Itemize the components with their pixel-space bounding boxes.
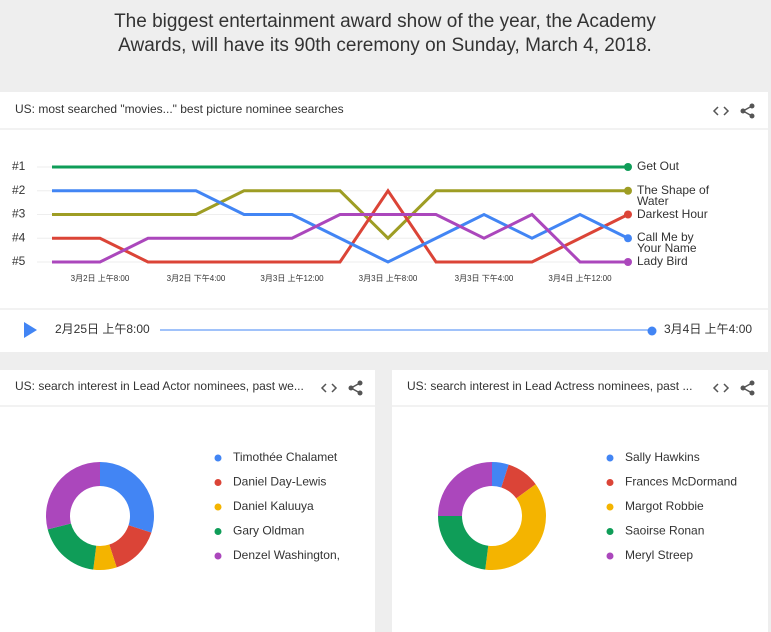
end-dot (624, 186, 632, 195)
legend-item: Get Out (637, 161, 680, 173)
chart-title: US: most searched "movies..." best pictu… (15, 102, 344, 116)
legend-label: Lady Bird (637, 256, 688, 268)
slider-start: 2月25日 上午8:00 (55, 322, 150, 336)
legend-label: Margot Robbie (625, 499, 704, 513)
legend-label: Daniel Day-Lewis (233, 475, 326, 489)
legend-label: Daniel Kaluuya (233, 499, 314, 513)
headline: The biggest entertainment award show of … (114, 11, 656, 56)
legend-dot (606, 479, 614, 486)
series-line (52, 188, 629, 264)
embed-icon[interactable] (712, 383, 730, 393)
end-dot (624, 210, 632, 219)
legend-dot (214, 528, 222, 535)
legend-label: Saoirse Ronan (625, 524, 704, 538)
legend-label: Sally Hawkins (625, 450, 700, 464)
donut-slice (45, 462, 100, 530)
donut-slice (485, 484, 546, 570)
x-tick-label: 3月2日 下午4:00 (167, 273, 226, 283)
donut-slice (47, 523, 97, 570)
legend-item: The Shape of Water (637, 184, 710, 208)
share-dots (348, 103, 755, 396)
end-dot (624, 163, 632, 171)
x-tick-label: 3月2日 上午8:00 (71, 273, 130, 283)
legend-label: Call Me by Your Name (637, 232, 697, 256)
end-dot (624, 234, 632, 243)
donut-slice (438, 462, 492, 516)
y-tick-label: #2 (12, 183, 26, 197)
x-tick-label: 3月3日 下午4:00 (455, 273, 514, 283)
legend-dot (214, 503, 222, 511)
legend-dot (606, 552, 614, 560)
donut-slice (100, 462, 154, 533)
series-line (52, 189, 629, 264)
y-tick-label: #5 (12, 254, 26, 268)
legend-label: Get Out (637, 161, 680, 173)
chart-title: US: search interest in Lead Actor nomine… (15, 379, 304, 393)
legend-item: Lady Bird (637, 256, 688, 268)
series-line (52, 212, 628, 264)
legend-label: Darkest Hour (637, 208, 708, 221)
donut-slice (109, 525, 152, 568)
legend-dot (606, 528, 614, 535)
slider-handle[interactable] (647, 326, 657, 336)
legend-item: Darkest Hour (637, 208, 708, 221)
embed-icon[interactable] (712, 106, 730, 116)
x-tick-label: 3月3日 上午8:00 (359, 273, 418, 283)
legend-dot (214, 479, 222, 486)
legend-label: Gary Oldman (233, 524, 304, 538)
play-button[interactable] (24, 322, 37, 338)
legend-label: The Shape of Water (637, 184, 710, 208)
donut-slice (492, 462, 509, 488)
legend-dot (606, 454, 614, 462)
y-tick-label: #3 (12, 207, 26, 221)
chart-title: US: search interest in Lead Actress nomi… (407, 379, 692, 393)
embed-icon[interactable] (320, 383, 338, 393)
y-tick-label: #1 (12, 159, 26, 173)
end-dot (624, 258, 632, 266)
legend-label: Meryl Streep (625, 548, 693, 562)
slider-end: 3月4日 上午4:00 (664, 322, 752, 336)
donut-slice (93, 544, 117, 571)
x-tick-label: 3月4日 上午12:00 (548, 273, 612, 283)
series-line (52, 189, 628, 241)
legend-label: Denzel Washington, (233, 548, 340, 562)
legend-dot (214, 454, 222, 462)
legend-label: Frances McDormand (625, 475, 737, 489)
legend-label: Timothée Chalamet (233, 450, 338, 464)
legend-item: Call Me by Your Name (637, 232, 697, 256)
donut-slice (501, 464, 536, 499)
x-tick-label: 3月3日 上午12:00 (260, 273, 324, 283)
legend-dot (214, 552, 222, 560)
y-tick-label: #4 (12, 230, 26, 244)
donut-slice (438, 516, 489, 570)
legend-dot (606, 503, 614, 511)
